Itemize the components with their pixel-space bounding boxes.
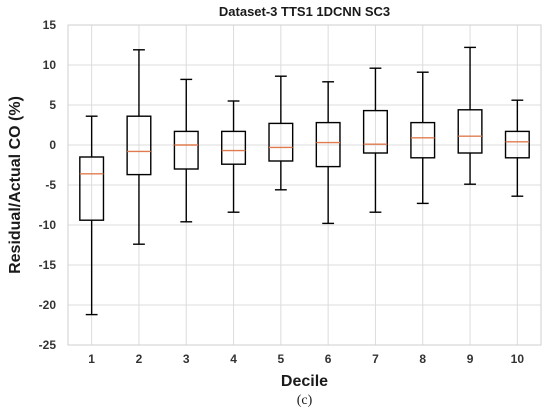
box-2 [126,49,152,245]
box-4 [221,100,247,213]
x-tick-label: 7 [372,352,379,366]
iqr-box [173,130,199,170]
y-tick-label: 5 [49,98,56,112]
box-1 [79,115,105,316]
y-tick-label: -20 [39,298,57,312]
y-tick-label: -15 [39,258,57,272]
y-tick-label: -25 [39,338,57,352]
x-tick-label: 9 [467,352,474,366]
x-tick-label: 4 [230,352,237,366]
x-tick-label: 10 [511,352,525,366]
boxes [79,46,530,316]
x-tick-label: 6 [325,352,332,366]
y-tick-label: -10 [39,218,57,232]
x-tick-label: 2 [136,352,143,366]
x-tick-label: 8 [419,352,426,366]
iqr-box [504,130,530,159]
x-tick-label: 3 [183,352,190,366]
box-9 [457,46,483,185]
x-axis-label: Decile [281,373,328,390]
y-tick-label: 15 [43,18,57,32]
iqr-box [126,115,152,176]
figure-caption: (c) [297,393,313,408]
iqr-box [410,121,436,159]
iqr-box [457,109,483,154]
y-tick-label: 10 [43,58,57,72]
x-tick-labels: 1 2 3 4 5 6 7 8 9 10 [88,352,524,366]
x-tick-label: 1 [88,352,95,366]
y-axis-label: Residual/Actual CO (%) [7,96,24,274]
box-7 [362,67,388,213]
iqr-box [268,122,294,162]
chart-title: Dataset-3 TTS1 1DCNN SC3 [219,4,390,19]
box-10 [504,99,530,197]
iqr-box [362,109,388,154]
box-3 [173,78,199,223]
y-tick-label: -5 [45,178,56,192]
box-6 [315,81,341,225]
box-8 [410,71,436,205]
y-tick-labels: -25 -20 -15 -10 -5 0 5 10 15 [39,18,57,352]
box-5 [268,75,294,191]
iqr-box [315,121,341,168]
x-tick-label: 5 [278,352,285,366]
iqr-box [79,156,105,221]
plot-frame [67,24,542,346]
y-tick-label: 0 [49,138,56,152]
iqr-box [221,130,247,165]
